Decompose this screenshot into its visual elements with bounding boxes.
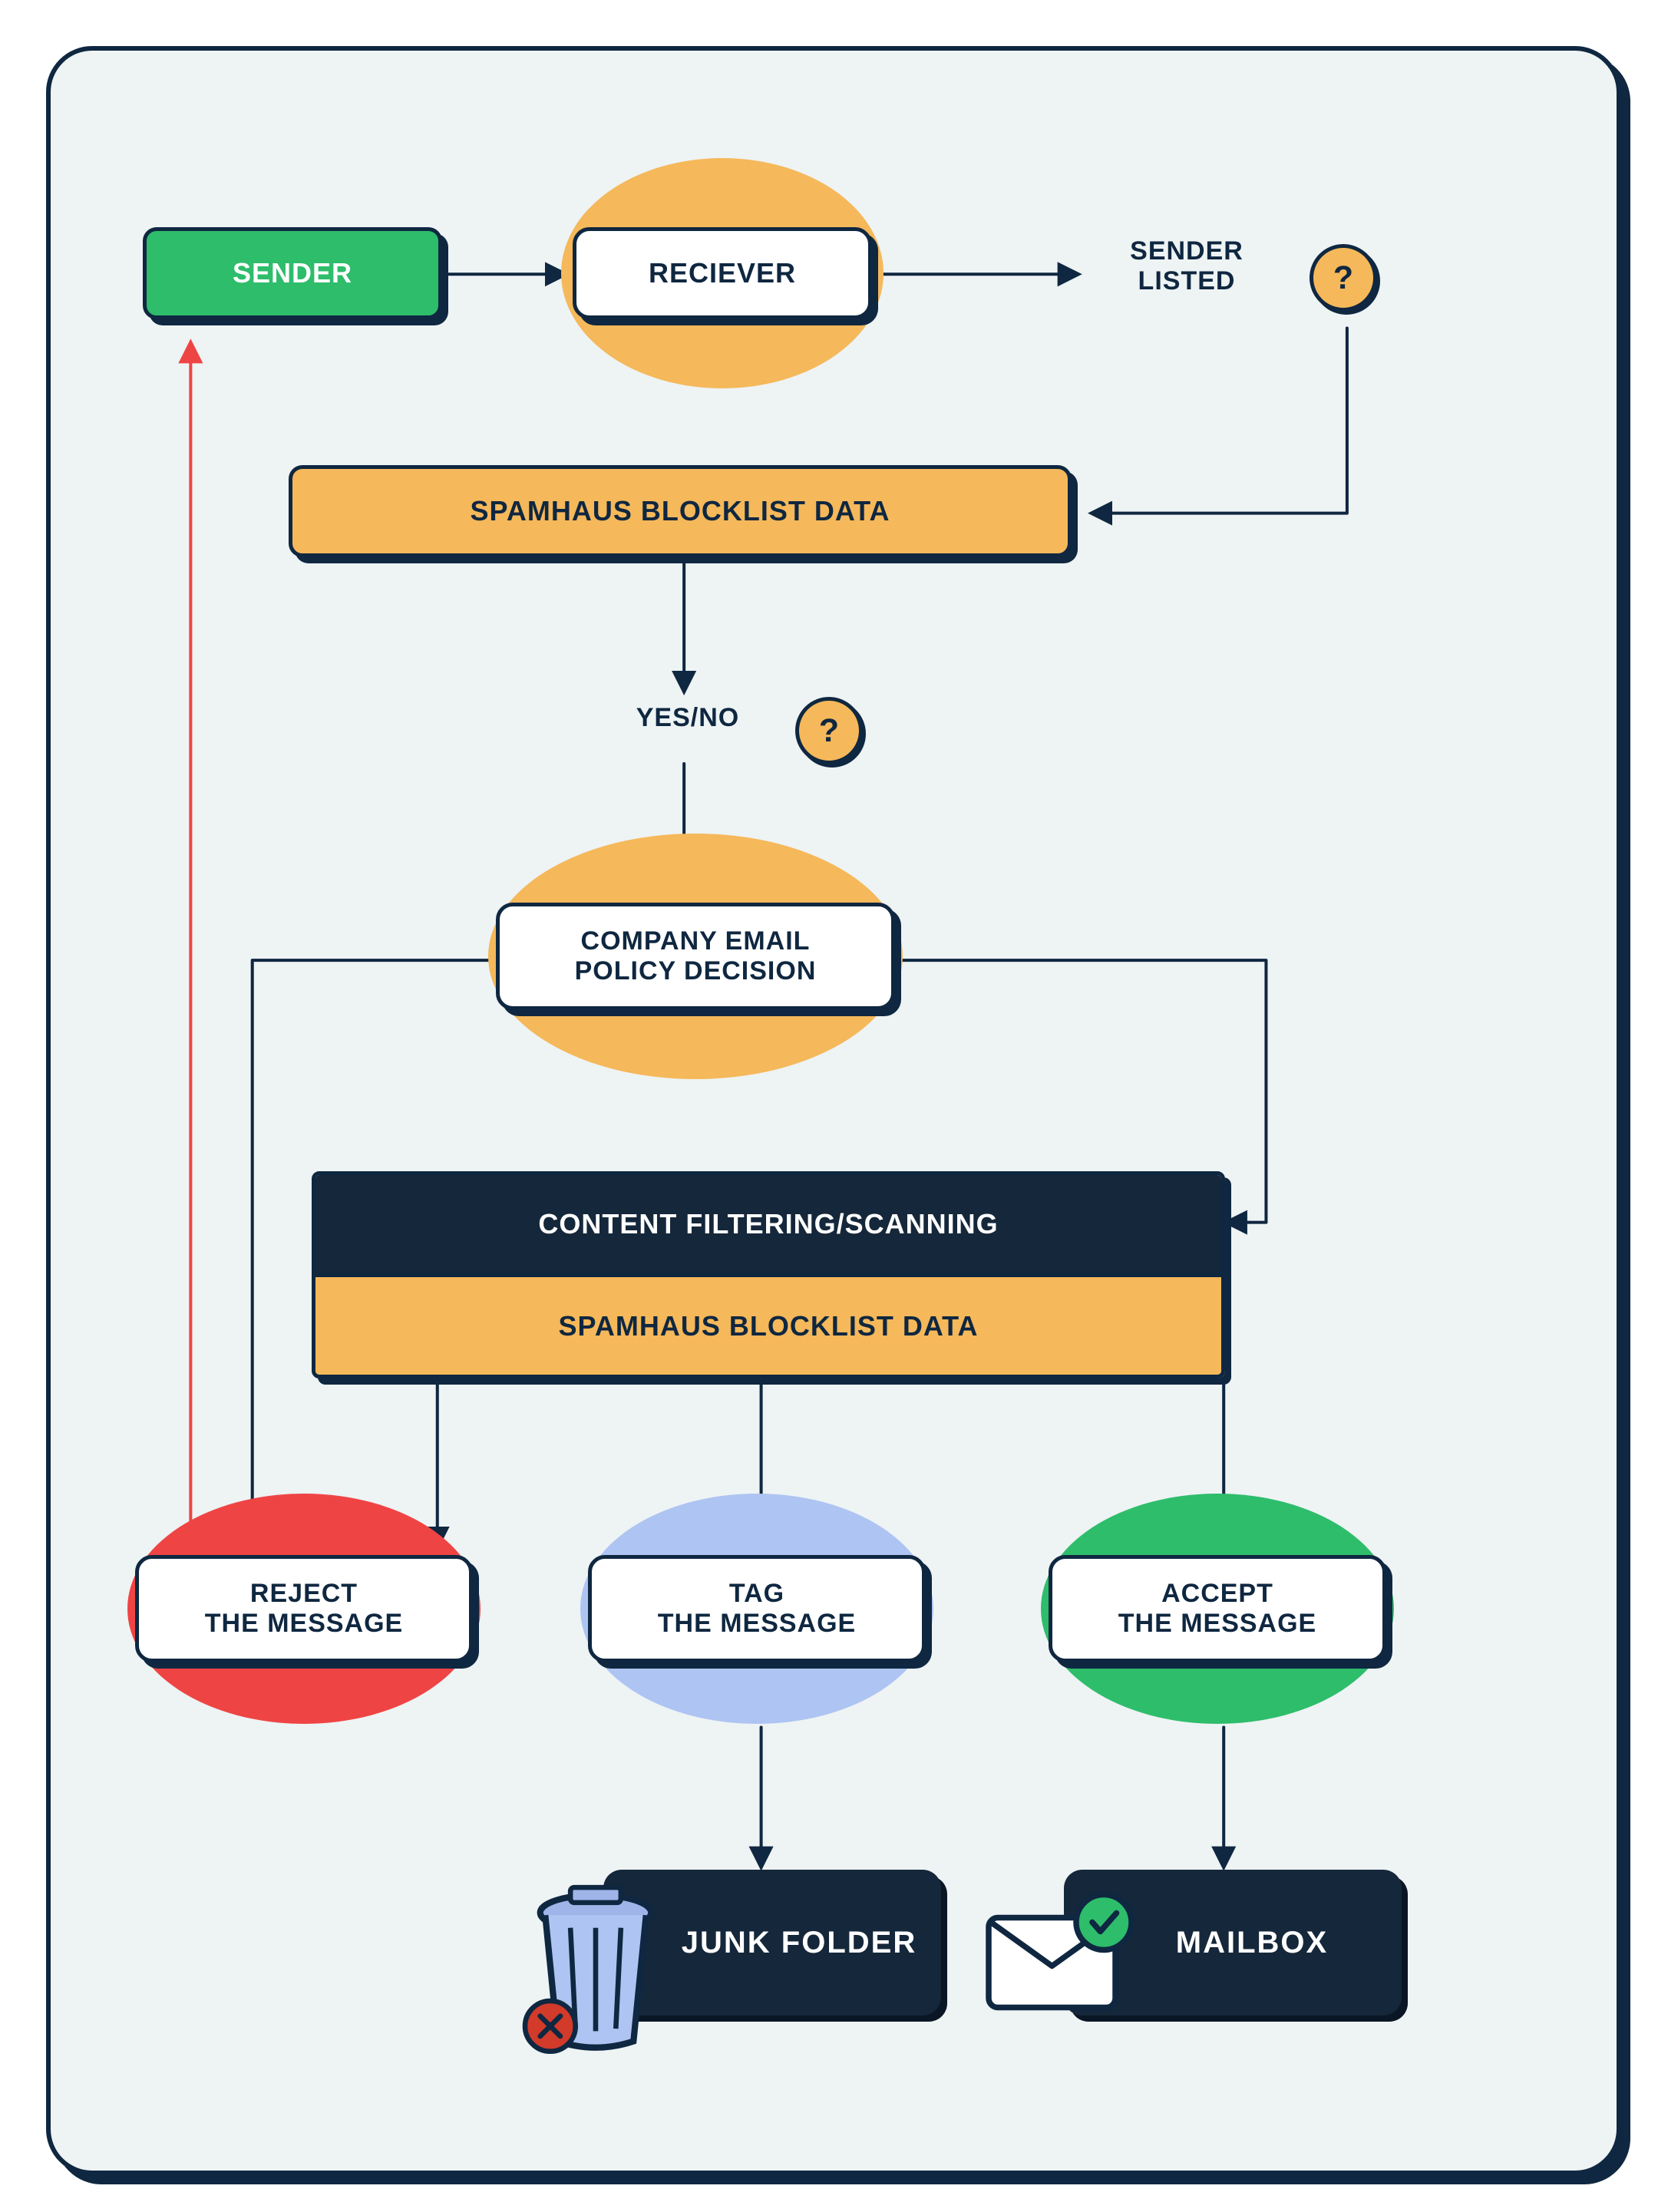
sender-node: SENDER (143, 227, 442, 319)
reject-label: REJECTTHE MESSAGE (205, 1579, 403, 1639)
filtering-bottom: SPAMHAUS BLOCKLIST DATA (315, 1273, 1221, 1375)
question-icon: ? (795, 697, 863, 764)
diagram-wrapper: SENDER RECIEVER SENDERLISTED ? SPAMHAUS … (0, 0, 1658, 2212)
accept-node: ACCEPTTHE MESSAGE (1049, 1555, 1386, 1662)
arrow-layer (51, 51, 1617, 2171)
sender-listed-label: SENDERLISTED (1087, 236, 1286, 313)
filtering-top: CONTENT FILTERING/SCANNING (315, 1175, 1221, 1273)
receiver-node: RECIEVER (573, 227, 872, 319)
filtering-top-label: CONTENT FILTERING/SCANNING (538, 1208, 998, 1240)
envelope-icon (979, 1893, 1141, 2023)
filtering-bottom-label: SPAMHAUS BLOCKLIST DATA (559, 1310, 979, 1342)
receiver-label: RECIEVER (649, 257, 796, 289)
accept-label: ACCEPTTHE MESSAGE (1118, 1579, 1316, 1639)
filtering-block: CONTENT FILTERING/SCANNING SPAMHAUS BLOC… (312, 1171, 1225, 1378)
blocklist-node-1: SPAMHAUS BLOCKLIST DATA (289, 465, 1072, 557)
junk-folder-label: JUNK FOLDER (682, 1925, 917, 1960)
mailbox-label: MAILBOX (1176, 1925, 1328, 1960)
yes-no-label: YES/NO (611, 703, 765, 749)
tag-label: TAGTHE MESSAGE (658, 1579, 856, 1639)
policy-node: COMPANY EMAILPOLICY DECISION (496, 903, 895, 1010)
reject-node: REJECTTHE MESSAGE (135, 1555, 473, 1662)
trash-icon (519, 1877, 672, 2054)
blocklist-label-1: SPAMHAUS BLOCKLIST DATA (471, 495, 890, 527)
policy-label: COMPANY EMAILPOLICY DECISION (575, 926, 817, 986)
tag-node: TAGTHE MESSAGE (588, 1555, 926, 1662)
sender-label: SENDER (233, 257, 352, 289)
question-icon: ? (1310, 244, 1377, 312)
diagram-frame: SENDER RECIEVER SENDERLISTED ? SPAMHAUS … (46, 46, 1621, 2175)
